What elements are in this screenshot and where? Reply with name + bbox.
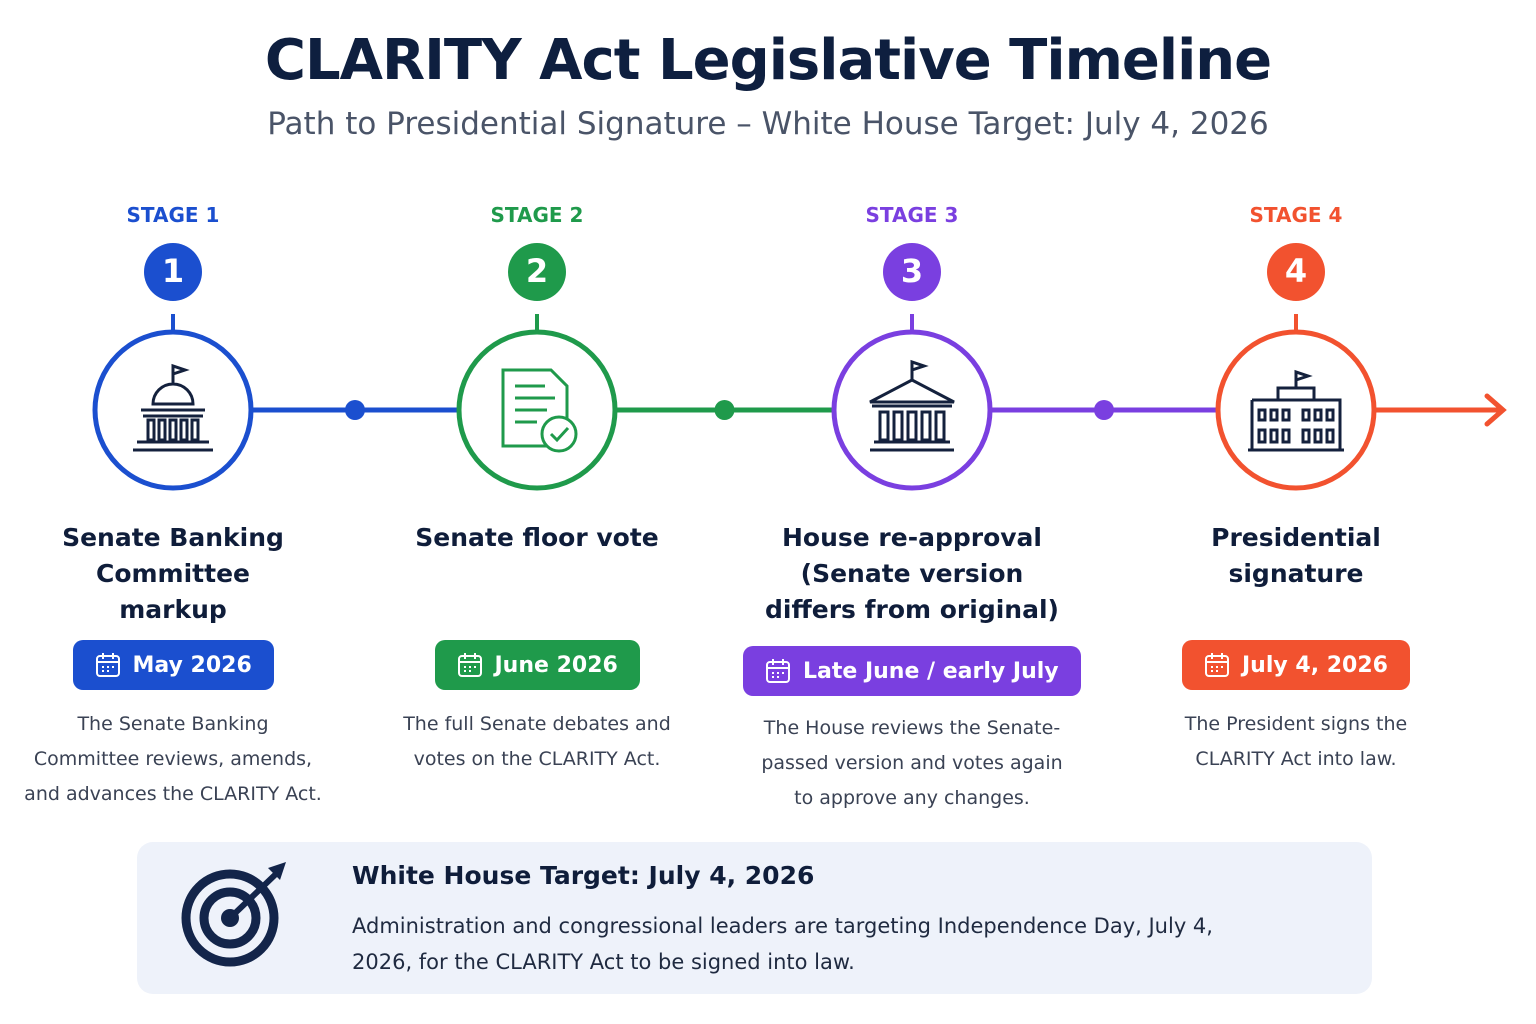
stage-number: 1 <box>162 252 184 290</box>
stage-icon <box>501 368 578 453</box>
date-pill: June 2026 <box>434 640 640 690</box>
stage-number: 2 <box>526 252 548 290</box>
stage-description: The full Senate debates and votes on the… <box>403 713 671 770</box>
connector-dot <box>345 400 365 420</box>
calendar-icon <box>1205 653 1229 677</box>
stage-icon <box>869 359 955 452</box>
stage-number-badge <box>144 243 202 301</box>
date-text: Late June / early July <box>803 658 1059 684</box>
date-text: July 4, 2026 <box>1242 652 1388 678</box>
stage-description: The President signs the CLARITY Act into… <box>1184 713 1408 770</box>
stage-title: Senate floor vote <box>415 523 659 552</box>
stage-icon <box>133 363 213 452</box>
stage-description: The Senate Banking Committee reviews, am… <box>24 713 322 805</box>
date-pill: July 4, 2026 <box>1182 640 1410 690</box>
connector-dot <box>1094 400 1114 420</box>
stage-number-badge <box>883 243 941 301</box>
calendar-icon <box>95 653 120 677</box>
stage-label: STAGE 1 <box>126 203 220 227</box>
subtitle: Path to Presidential Signature – White H… <box>267 106 1269 142</box>
stage-label: STAGE 4 <box>1249 203 1343 227</box>
connector-dot <box>714 400 735 420</box>
stage-circle <box>831 329 993 491</box>
stage-number: 3 <box>901 252 923 290</box>
stage-number-badge <box>1267 243 1325 301</box>
stage-label: STAGE 2 <box>490 203 584 227</box>
calendar-icon <box>457 653 482 677</box>
stage-label: STAGE 3 <box>865 203 959 227</box>
stage-description: The House reviews the Senate-passed vers… <box>761 717 1063 809</box>
stage-title: Senate Banking Committee markup <box>62 523 284 624</box>
stage-number-badge <box>508 243 566 301</box>
arrow-head <box>1484 393 1507 427</box>
target-box <box>137 842 1372 994</box>
target-text: Administration and congressional leaders… <box>352 914 1213 974</box>
target-title: White House Target: July 4, 2026 <box>352 861 815 890</box>
stage-circle <box>1215 329 1377 491</box>
stage-number: 4 <box>1285 252 1307 290</box>
title: CLARITY Act Legislative Timeline <box>264 28 1272 93</box>
target-icon <box>181 862 286 967</box>
date-pill: Late June / early July <box>743 646 1081 696</box>
date-text: June 2026 <box>494 652 618 678</box>
stage-title: House re-approval (Senate version differ… <box>765 523 1059 624</box>
stage-title: Presidential signature <box>1211 523 1381 588</box>
date-pill: May 2026 <box>72 640 274 690</box>
date-text: May 2026 <box>132 652 252 678</box>
calendar-icon <box>766 659 790 683</box>
stage-icon <box>1248 369 1344 452</box>
